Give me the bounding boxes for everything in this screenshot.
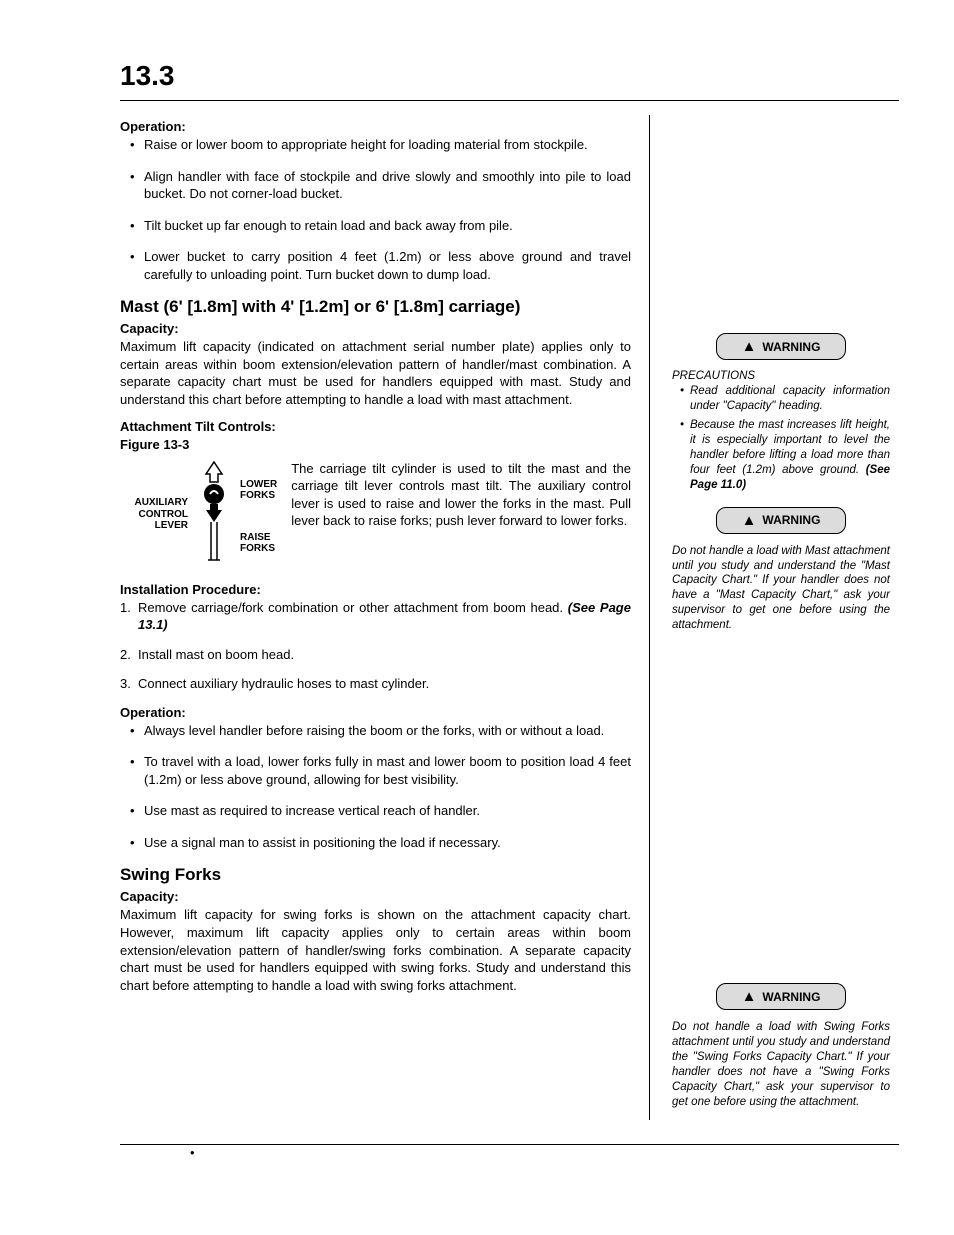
- swing-cap-label: Capacity:: [120, 889, 631, 904]
- tilt-description: The carriage tilt cylinder is used to ti…: [291, 460, 631, 530]
- aux-lever-label: AUXILIARY CONTROL LEVER: [120, 497, 188, 532]
- fork-labels: LOWER FORKS RAISE FORKS: [240, 475, 277, 555]
- swing-cap-text: Maximum lift capacity for swing forks is…: [120, 906, 631, 994]
- page-number: 13.3: [120, 60, 899, 92]
- warning-label: WARNING: [762, 513, 820, 527]
- warning-badge-1: ▲ WARNING: [716, 333, 846, 360]
- list-item: Raise or lower boom to appropriate heigh…: [130, 136, 631, 154]
- spacer: [672, 115, 890, 333]
- warning-label: WARNING: [762, 340, 820, 354]
- raise-2: FORKS: [240, 543, 275, 554]
- aux-label-1: AUXILIARY: [134, 497, 188, 508]
- prec-text-2: Because the mast increases lift height, …: [690, 419, 890, 476]
- list-item: Remove carriage/fork combination or othe…: [120, 599, 631, 634]
- tilt-controls-label: Attachment Tilt Controls:: [120, 419, 276, 434]
- raise-forks-label: RAISE FORKS: [240, 532, 277, 555]
- list-item: To travel with a load, lower forks fully…: [130, 753, 631, 788]
- figure-number: Figure 13-3: [120, 437, 189, 452]
- warning-label: WARNING: [762, 990, 820, 1004]
- list-item: Tilt bucket up far enough to retain load…: [130, 217, 631, 235]
- list-item: Read additional capacity information und…: [680, 384, 890, 414]
- main-column: Operation: Raise or lower boom to approp…: [120, 115, 650, 1120]
- mast-heading: Mast (6' [1.8m] with 4' [1.2m] or 6' [1.…: [120, 297, 631, 317]
- operation2-list: Always level handler before raising the …: [120, 722, 631, 852]
- footer-dot: •: [120, 1145, 899, 1160]
- warning-badge-3: ▲ WARNING: [716, 983, 846, 1010]
- warning-badge-2: ▲ WARNING: [716, 507, 846, 534]
- aux-label-2: CONTROL LEVER: [139, 509, 188, 532]
- list-item: Connect auxiliary hydraulic hoses to mas…: [120, 675, 631, 693]
- lever-icon: [194, 460, 234, 570]
- lever-diagram: AUXILIARY CONTROL LEVER LOWER FORKS: [120, 460, 277, 570]
- warning-icon: ▲: [742, 988, 757, 1005]
- lower-1: LOWER: [240, 479, 277, 490]
- operation-label: Operation:: [120, 119, 631, 134]
- install-label: Installation Procedure:: [120, 582, 631, 597]
- figure-row: AUXILIARY CONTROL LEVER LOWER FORKS: [120, 460, 631, 570]
- side-column: ▲ WARNING PRECAUTIONS Read additional ca…: [670, 115, 890, 1120]
- figure-label: Attachment Tilt Controls: Figure 13-3: [120, 418, 631, 453]
- operation-list: Raise or lower boom to appropriate heigh…: [120, 136, 631, 283]
- precautions-list: Read additional capacity information und…: [672, 384, 890, 493]
- warning-icon: ▲: [742, 338, 757, 355]
- install-text-1: Remove carriage/fork combination or othe…: [138, 600, 568, 615]
- lower-2: FORKS: [240, 490, 275, 501]
- list-item: Install mast on boom head.: [120, 646, 631, 664]
- top-rule: [120, 100, 899, 101]
- capacity-label: Capacity:: [120, 321, 631, 336]
- two-column-layout: Operation: Raise or lower boom to approp…: [120, 115, 899, 1120]
- list-item: Use mast as required to increase vertica…: [130, 802, 631, 820]
- list-item: Use a signal man to assist in positionin…: [130, 834, 631, 852]
- raise-1: RAISE: [240, 532, 271, 543]
- install-list: Remove carriage/fork combination or othe…: [120, 599, 631, 693]
- list-item: Always level handler before raising the …: [130, 722, 631, 740]
- list-item: Align handler with face of stockpile and…: [130, 168, 631, 203]
- capacity-text: Maximum lift capacity (indicated on atta…: [120, 338, 631, 408]
- warning-3-text: Do not handle a load with Swing Forks at…: [672, 1020, 890, 1110]
- list-item: Because the mast increases lift height, …: [680, 418, 890, 493]
- precautions-head: PRECAUTIONS: [672, 370, 890, 382]
- warning-icon: ▲: [742, 512, 757, 529]
- list-item: Lower bucket to carry position 4 feet (1…: [130, 248, 631, 283]
- swing-heading: Swing Forks: [120, 865, 631, 885]
- warning-2-text: Do not handle a load with Mast attachmen…: [672, 544, 890, 634]
- operation2-label: Operation:: [120, 705, 631, 720]
- lower-forks-label: LOWER FORKS: [240, 479, 277, 502]
